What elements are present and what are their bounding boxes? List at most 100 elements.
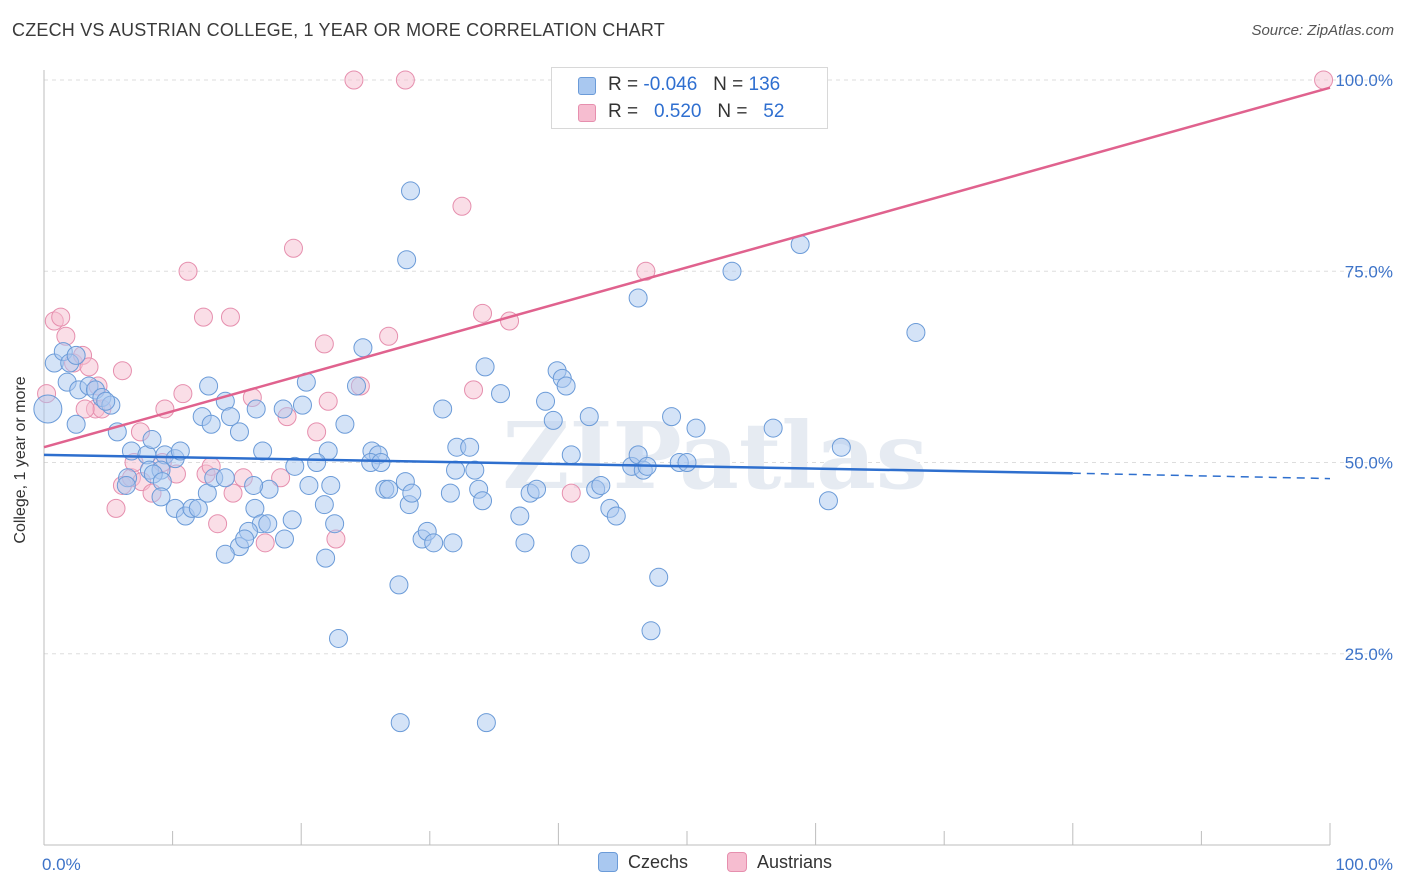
czech-point-62 — [325, 514, 345, 534]
austrian-point-28 — [220, 307, 240, 327]
czech-point-38 — [229, 422, 249, 442]
czech-point-78 — [397, 250, 417, 270]
czech-point-53 — [273, 399, 293, 419]
austrians-swatch — [727, 852, 747, 872]
austrian-n-label: N = — [717, 101, 748, 122]
austrian-point-43 — [395, 70, 415, 90]
austrian-point-45 — [464, 380, 484, 400]
czech-point-33 — [215, 468, 235, 488]
legend-austrians-label: Austrians — [757, 852, 833, 872]
czech-r-value: -0.046 — [643, 74, 698, 95]
austrian-point-51 — [1314, 70, 1334, 90]
czech-point-127 — [818, 491, 838, 511]
czech-point-60 — [321, 475, 341, 495]
czech-r-label: R = — [608, 74, 639, 95]
chart-title: CZECH VS AUSTRIAN COLLEGE, 1 YEAR OR MOR… — [12, 20, 665, 40]
czech-point-26 — [151, 487, 171, 507]
czech-point-123 — [722, 261, 742, 281]
czech-point-126 — [831, 437, 851, 457]
czech-point-109 — [591, 475, 611, 495]
austrian-point-44 — [452, 196, 472, 216]
czech-point-19 — [170, 441, 190, 461]
austrian-point-32 — [255, 533, 275, 553]
czech-point-58 — [285, 456, 305, 476]
czech-point-37 — [220, 407, 240, 427]
czech-point-66 — [346, 376, 366, 396]
czech-point-101 — [543, 410, 563, 430]
czech-point-117 — [641, 621, 661, 641]
austrian-point-6 — [79, 357, 99, 377]
austrian-r-value: 0.520 — [653, 101, 702, 122]
legend-item-czechs: Czechs — [598, 852, 688, 873]
czech-point-67 — [353, 338, 373, 358]
czech-n-label: N = — [713, 74, 744, 95]
czech-point-4 — [66, 345, 86, 365]
czech-point-86 — [446, 460, 466, 480]
austrian-swatch — [578, 104, 596, 122]
y-tick-label-50: 50.0% — [1345, 454, 1393, 473]
czech-point-104 — [556, 376, 576, 396]
y-tick-label-75: 75.0% — [1345, 262, 1393, 281]
czech-point-84 — [433, 399, 453, 419]
austrian-point-38 — [318, 391, 338, 411]
czech-point-0 — [33, 394, 63, 424]
czech-point-79 — [401, 181, 421, 201]
czech-trend-extension — [1072, 472, 1331, 480]
czech-trend-line — [43, 453, 1073, 475]
czech-point-95 — [491, 384, 511, 404]
czech-point-85 — [440, 483, 460, 503]
czech-points — [33, 181, 926, 733]
czech-point-48 — [235, 529, 255, 549]
austrian-point-29 — [223, 483, 243, 503]
czech-point-92 — [473, 491, 493, 511]
czech-point-105 — [561, 445, 581, 465]
czech-point-64 — [328, 628, 348, 648]
czech-point-122 — [686, 418, 706, 438]
czech-point-57 — [307, 453, 327, 472]
austrian-r-label: R = — [608, 101, 639, 122]
legend-item-austrians: Austrians — [727, 852, 832, 873]
trend-lines — [43, 86, 1331, 480]
austrian-point-23 — [178, 261, 198, 281]
y-tick-label-25: 25.0% — [1345, 645, 1393, 664]
czech-point-49 — [258, 514, 278, 534]
czech-point-119 — [662, 407, 682, 427]
czech-point-61 — [314, 495, 334, 515]
czech-point-52 — [246, 399, 266, 419]
czech-point-100 — [536, 391, 556, 411]
x-tick-label-min: 0.0% — [42, 855, 81, 874]
tick-labels: 25.0% 50.0% 75.0% 100.0% 0.0% 100.0% — [42, 71, 1393, 874]
czech-point-107 — [579, 407, 599, 427]
series-legend: Czechs Austrians — [0, 852, 1406, 878]
czech-point-111 — [606, 506, 626, 526]
austrian-point-46 — [473, 303, 493, 323]
czech-point-40 — [253, 441, 273, 461]
czech-point-71 — [371, 453, 391, 472]
austrian-point-27 — [208, 514, 228, 534]
czech-point-99 — [527, 479, 547, 499]
stats-legend: R = -0.046 N = 136 R = 0.520 N = 52 — [551, 67, 828, 129]
czech-point-42 — [244, 475, 264, 495]
czech-point-23 — [116, 475, 136, 495]
austrian-point-35 — [283, 238, 303, 258]
czech-point-35 — [201, 414, 221, 434]
y-tick-label-100: 100.0% — [1335, 71, 1393, 90]
czech-point-121 — [677, 453, 697, 472]
axes — [43, 70, 1331, 846]
austrian-point-11 — [112, 361, 132, 381]
czech-n-value: 136 — [748, 74, 781, 95]
czech-point-11 — [66, 414, 86, 434]
austrian-point-12 — [106, 498, 126, 518]
chart-source: Source: ZipAtlas.com — [1251, 22, 1394, 39]
czech-point-106 — [570, 544, 590, 564]
czech-point-65 — [335, 414, 355, 434]
czech-point-116 — [628, 288, 648, 308]
czech-point-54 — [292, 395, 312, 415]
czech-point-118 — [649, 567, 669, 587]
czech-point-128 — [906, 322, 926, 342]
czech-point-77 — [390, 713, 410, 733]
czech-point-59 — [299, 475, 319, 495]
austrian-point-2 — [51, 307, 71, 327]
czech-point-50 — [274, 529, 294, 549]
